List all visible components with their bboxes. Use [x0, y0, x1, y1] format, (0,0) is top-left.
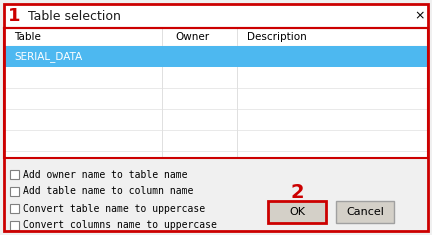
Text: Convert table name to uppercase: Convert table name to uppercase — [23, 204, 205, 214]
Text: Table: Table — [14, 32, 41, 42]
Text: #: # — [14, 17, 15, 18]
Bar — [4, 46, 428, 67]
Bar — [10, 187, 19, 196]
Bar — [336, 201, 394, 223]
Bar — [4, 28, 428, 158]
Text: 2: 2 — [290, 184, 304, 203]
Text: Owner: Owner — [176, 32, 210, 42]
Text: Description: Description — [247, 32, 307, 42]
Bar — [4, 158, 428, 231]
Bar — [10, 221, 19, 230]
Bar — [10, 204, 19, 213]
Text: 1: 1 — [8, 7, 20, 25]
Bar — [268, 201, 326, 223]
Text: OK: OK — [289, 207, 305, 217]
Text: Convert columns name to uppercase: Convert columns name to uppercase — [23, 220, 217, 231]
Bar — [10, 170, 19, 179]
Text: Add owner name to table name: Add owner name to table name — [23, 169, 187, 180]
Bar — [4, 28, 428, 158]
Text: Cancel: Cancel — [346, 207, 384, 217]
Text: Add table name to column name: Add table name to column name — [23, 187, 194, 196]
Text: ×: × — [415, 9, 425, 23]
Text: Table selection: Table selection — [28, 9, 121, 23]
Text: SERIAL_DATA: SERIAL_DATA — [15, 51, 83, 62]
Bar — [4, 4, 428, 28]
